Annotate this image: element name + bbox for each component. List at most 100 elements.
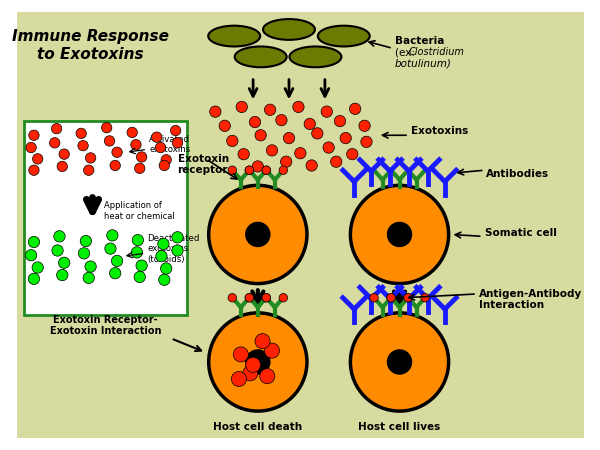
Text: Antigen-Antibody
Interaction: Antigen-Antibody Interaction <box>479 289 582 310</box>
Circle shape <box>54 231 65 242</box>
Text: Exotoxin
receptor: Exotoxin receptor <box>178 154 229 176</box>
Circle shape <box>233 347 248 362</box>
Circle shape <box>250 117 260 128</box>
Circle shape <box>255 130 266 141</box>
Circle shape <box>172 245 183 256</box>
Circle shape <box>209 313 307 411</box>
Text: Deactivated
exotoxins
(toxoids): Deactivated exotoxins (toxoids) <box>147 234 200 264</box>
Text: Somatic cell: Somatic cell <box>485 228 556 238</box>
Circle shape <box>132 234 143 246</box>
Circle shape <box>158 238 169 250</box>
Ellipse shape <box>235 46 287 67</box>
Circle shape <box>209 185 307 284</box>
Circle shape <box>161 263 172 274</box>
Circle shape <box>29 130 39 140</box>
Text: Immune Response
to Exotoxins: Immune Response to Exotoxins <box>12 29 169 62</box>
Circle shape <box>243 366 258 381</box>
Circle shape <box>421 293 429 302</box>
Circle shape <box>131 247 143 258</box>
Circle shape <box>370 293 378 302</box>
Circle shape <box>57 161 67 171</box>
Circle shape <box>265 343 280 358</box>
Circle shape <box>32 154 43 164</box>
Circle shape <box>50 138 60 148</box>
Circle shape <box>107 230 118 241</box>
Circle shape <box>247 351 269 374</box>
Circle shape <box>52 123 62 134</box>
Circle shape <box>283 132 295 144</box>
Text: Exotoxins: Exotoxins <box>411 126 468 136</box>
Circle shape <box>209 106 221 117</box>
Circle shape <box>238 148 250 160</box>
Circle shape <box>387 293 395 302</box>
Text: Activated
exotoxins: Activated exotoxins <box>149 135 190 154</box>
Circle shape <box>388 223 411 246</box>
Circle shape <box>350 185 449 284</box>
Circle shape <box>266 145 278 156</box>
Circle shape <box>262 293 271 302</box>
Circle shape <box>161 155 172 165</box>
Circle shape <box>59 257 70 269</box>
Circle shape <box>112 255 123 266</box>
Circle shape <box>349 103 361 114</box>
Circle shape <box>245 357 260 372</box>
Text: Bacteria: Bacteria <box>395 36 444 46</box>
Circle shape <box>104 136 115 146</box>
Circle shape <box>83 272 94 284</box>
Circle shape <box>340 132 352 144</box>
Circle shape <box>227 135 238 147</box>
Circle shape <box>359 120 370 131</box>
Circle shape <box>247 223 269 246</box>
Circle shape <box>32 262 43 273</box>
Circle shape <box>59 149 70 159</box>
Circle shape <box>112 147 122 158</box>
Ellipse shape <box>208 26 260 46</box>
Circle shape <box>245 166 254 175</box>
Circle shape <box>236 101 247 112</box>
Circle shape <box>78 140 88 151</box>
Circle shape <box>52 245 63 256</box>
Circle shape <box>404 293 412 302</box>
Circle shape <box>156 251 167 262</box>
Circle shape <box>232 371 247 387</box>
Circle shape <box>293 101 304 112</box>
Circle shape <box>76 128 86 139</box>
Text: Host cell death: Host cell death <box>213 423 302 432</box>
Circle shape <box>331 156 342 167</box>
Circle shape <box>228 166 236 175</box>
Circle shape <box>134 271 145 283</box>
Circle shape <box>279 293 287 302</box>
Circle shape <box>28 236 40 248</box>
Circle shape <box>28 273 40 284</box>
Circle shape <box>101 122 112 133</box>
Text: Exotoxin Receptor-
Exotoxin Interaction: Exotoxin Receptor- Exotoxin Interaction <box>50 315 161 336</box>
Circle shape <box>134 163 145 174</box>
Circle shape <box>170 126 181 136</box>
Circle shape <box>304 118 316 130</box>
Circle shape <box>127 127 137 138</box>
Circle shape <box>29 165 39 176</box>
Circle shape <box>83 165 94 176</box>
Circle shape <box>219 120 230 131</box>
Circle shape <box>56 270 68 281</box>
Circle shape <box>85 261 96 272</box>
Circle shape <box>262 166 271 175</box>
Circle shape <box>387 293 395 302</box>
Text: botulinum): botulinum) <box>395 58 452 68</box>
Circle shape <box>245 166 254 175</box>
Circle shape <box>279 166 287 175</box>
Circle shape <box>262 166 271 175</box>
Circle shape <box>26 142 37 153</box>
Circle shape <box>334 115 346 127</box>
Circle shape <box>110 267 121 279</box>
Ellipse shape <box>289 46 341 67</box>
Circle shape <box>350 313 449 411</box>
Circle shape <box>323 142 334 153</box>
Circle shape <box>295 148 306 159</box>
Bar <box>25 121 187 315</box>
Circle shape <box>404 293 412 302</box>
Circle shape <box>260 369 275 384</box>
Circle shape <box>158 274 170 285</box>
Circle shape <box>262 293 271 302</box>
Circle shape <box>131 140 141 150</box>
